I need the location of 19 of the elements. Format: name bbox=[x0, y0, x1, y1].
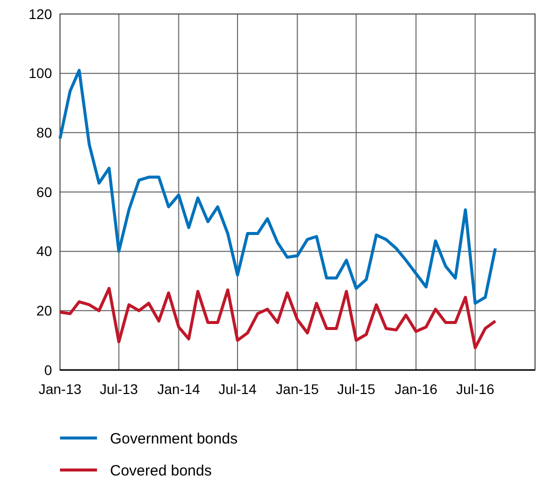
line-series bbox=[58, 286, 497, 350]
x-tick-label: Jan-14 bbox=[157, 381, 200, 397]
y-tick-label: 60 bbox=[36, 184, 52, 200]
line-series bbox=[58, 68, 497, 305]
y-tick-label: 0 bbox=[44, 362, 52, 378]
x-tick-label: Jul-16 bbox=[456, 381, 494, 397]
x-tick-label: Jan-15 bbox=[276, 381, 319, 397]
legend-label: Government bonds bbox=[110, 430, 238, 448]
y-tick-label: 80 bbox=[36, 124, 52, 141]
y-tick-label: 100 bbox=[28, 65, 52, 82]
x-tick-label: Jul-15 bbox=[337, 381, 376, 397]
x-tick-label: Jan-16 bbox=[394, 381, 438, 397]
y-tick-label: 40 bbox=[36, 243, 52, 260]
y-tick-label: 120 bbox=[28, 6, 52, 22]
x-tick-label: Jul-14 bbox=[218, 381, 257, 397]
y-tick-label: 20 bbox=[36, 302, 52, 319]
x-tick-label: Jul-13 bbox=[100, 381, 138, 397]
x-tick-label: Jan-13 bbox=[38, 381, 82, 397]
legend-label: Covered bonds bbox=[110, 462, 212, 480]
